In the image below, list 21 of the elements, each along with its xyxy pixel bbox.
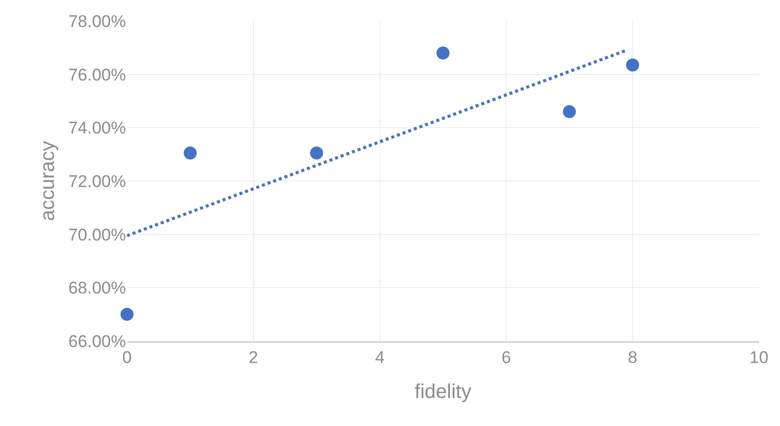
y-tick-label: 78.00%: [68, 12, 126, 31]
x-tick-label: 4: [375, 348, 385, 368]
point: [436, 46, 450, 60]
x-axis-title: fidelity: [414, 381, 472, 404]
y-tick-label: 74.00%: [68, 118, 126, 138]
x-tick-label: 8: [628, 348, 638, 368]
point: [120, 308, 134, 321]
point: [184, 146, 197, 160]
x-tick-label: 6: [501, 348, 511, 368]
y-tick-label: 72.00%: [68, 172, 126, 191]
y-tick-label: 70.00%: [68, 225, 126, 244]
y-axis-title: accuracy: [36, 140, 59, 222]
x-tick-label: 0: [122, 348, 132, 368]
x-tick-label: 2: [248, 348, 258, 368]
point: [626, 58, 640, 72]
y-tick-label: 66.00%: [68, 332, 126, 351]
y-tick-label: 76.00%: [68, 65, 126, 84]
point: [562, 105, 576, 118]
point: [310, 146, 324, 160]
y-tick-label: 68.00%: [68, 278, 126, 298]
x-tick-label: 10: [750, 348, 768, 368]
